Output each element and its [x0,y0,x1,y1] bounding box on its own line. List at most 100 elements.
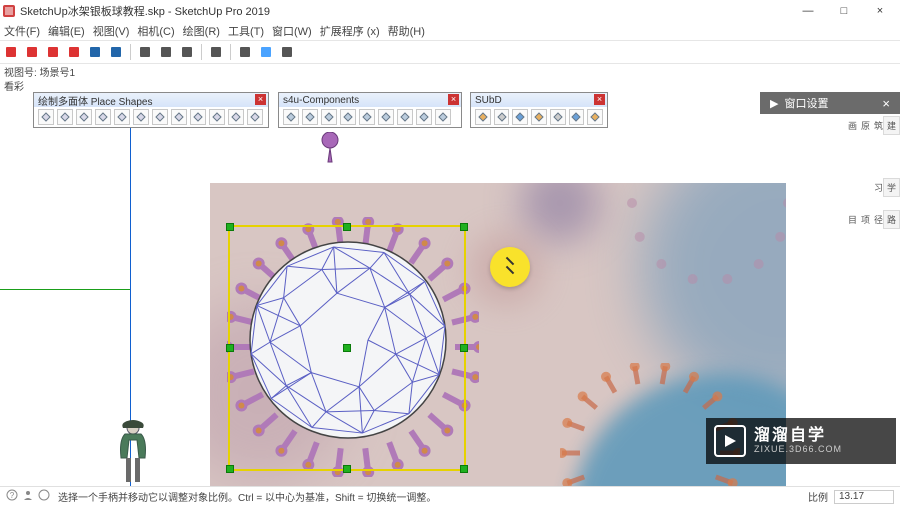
open-folder-icon[interactable] [44,43,62,61]
title-bar: SketchUp冰架银板球教程.skp - SketchUp Pro 2019 … [0,0,900,22]
page-icon[interactable] [136,43,154,61]
scale-handle[interactable] [343,465,351,473]
geo-icon[interactable] [38,489,50,504]
scale-figure [115,420,151,484]
panel-place-shapes[interactable]: 绘制多面体 Place Shapes × [33,92,269,128]
tool-button[interactable] [76,109,92,125]
tool-button[interactable] [569,109,585,125]
side-tab[interactable]: 路径项目 [883,210,900,229]
tool-button[interactable] [209,109,225,125]
panel-title: 绘制多面体 Place Shapes [38,93,153,108]
menu-bar: 文件(F) 编辑(E) 视图(V) 相机(C) 绘图(R) 工具(T) 窗口(W) 扩展程序 … [0,22,900,40]
tool-button[interactable] [416,109,432,125]
gear-icon[interactable] [65,43,83,61]
tool-button[interactable] [57,109,73,125]
panel-close-icon[interactable]: × [448,94,459,105]
scale-handle[interactable] [460,223,468,231]
arrows-icon[interactable] [236,43,254,61]
open-red-icon[interactable] [23,43,41,61]
panel-s4u-components[interactable]: s4u-Components × [278,92,462,128]
settings-close-icon[interactable]: × [882,96,890,111]
tool-button[interactable] [302,109,318,125]
tool-button[interactable] [359,109,375,125]
scene-label[interactable]: 视图号: 场景号1 [4,64,75,79]
dots-icon[interactable] [207,43,225,61]
settings-label: 窗口设置 [784,95,828,111]
tool-button[interactable] [378,109,394,125]
viewport[interactable]: 绘制多面体 Place Shapes × s4u-Components × SUbD… [0,92,900,486]
tool-button[interactable] [494,109,510,125]
panel-close-icon[interactable]: × [594,94,605,105]
tool-button[interactable] [435,109,451,125]
scale-handle[interactable] [460,344,468,352]
scale-handle[interactable] [460,465,468,473]
tool-button[interactable] [587,109,603,125]
tool-button[interactable] [247,109,263,125]
svg-text:?: ? [10,491,15,500]
panel-title: s4u-Components [283,95,359,106]
tool-button[interactable] [283,109,299,125]
panel-close-icon[interactable]: × [255,94,266,105]
tool-button[interactable] [152,109,168,125]
side-tab[interactable]: 建筑原画 [883,116,900,135]
tool-button[interactable] [95,109,111,125]
tool-button[interactable] [531,109,547,125]
tool-button[interactable] [190,109,206,125]
tool-button[interactable] [550,109,566,125]
menu-item[interactable]: 视图(V) [93,23,130,39]
tool-button[interactable] [133,109,149,125]
measure-value[interactable]: 13.17 [834,490,894,504]
styles-row: 看彩 [0,78,900,92]
tool-button[interactable] [321,109,337,125]
tool-button[interactable] [114,109,130,125]
panel-title: SUbD [475,95,502,106]
menu-item[interactable]: 扩展程序 (x) [320,23,380,39]
scale-handle[interactable] [343,344,351,352]
menu-item[interactable]: 工具(T) [228,23,264,39]
play-icon [714,425,746,457]
watermark-url: ZIXUE.3D66.COM [754,445,842,455]
menu-item[interactable]: 编辑(E) [48,23,85,39]
purple-object [320,132,340,164]
tool-button[interactable] [38,109,54,125]
minimize-button[interactable]: — [790,0,826,22]
tool-button[interactable] [397,109,413,125]
menu-item[interactable]: 绘图(R) [183,23,220,39]
new-doc-icon[interactable] [2,43,20,61]
window-title: SketchUp冰架银板球教程.skp - SketchUp Pro 2019 [20,3,790,19]
maximize-button[interactable]: □ [826,0,862,22]
menu-item[interactable]: 文件(F) [4,23,40,39]
hash-icon[interactable] [86,43,104,61]
green-axis [0,289,130,290]
tool-button[interactable] [340,109,356,125]
scale-selection-box[interactable] [228,225,466,471]
scale-handle[interactable] [343,223,351,231]
status-bar: ? 选择一个手柄并移动它以调整对象比例。Ctrl = 以中心为基准，Shift … [0,486,900,506]
tool-button[interactable] [171,109,187,125]
tool-button[interactable] [475,109,491,125]
grid-blue-icon[interactable] [257,43,275,61]
styles-label: 看彩 [4,78,24,93]
rect-icon[interactable] [157,43,175,61]
scale-handle[interactable] [226,344,234,352]
app-icon [2,4,16,18]
menu-item[interactable]: 帮助(H) [388,23,425,39]
main-toolbar [0,40,900,64]
side-tab[interactable]: 学习 [883,178,900,197]
grid-box-icon[interactable] [278,43,296,61]
tool-button[interactable] [228,109,244,125]
settings-panel[interactable]: ▶ 窗口设置 × [760,92,900,114]
scale-handle[interactable] [226,465,234,473]
help-icon[interactable]: ? [6,489,18,504]
scene-tabs-row: 视图号: 场景号1 [0,64,900,78]
close-button[interactable]: × [862,0,898,22]
menu-item[interactable]: 相机(C) [137,23,174,39]
tool-button[interactable] [512,109,528,125]
cursor-icon[interactable] [178,43,196,61]
panel-subd[interactable]: SUbD × [470,92,608,128]
print-icon[interactable] [107,43,125,61]
watermark-title: 溜溜自学 [754,427,842,445]
person-icon[interactable] [22,489,34,504]
scale-handle[interactable] [226,223,234,231]
menu-item[interactable]: 窗口(W) [272,23,312,39]
